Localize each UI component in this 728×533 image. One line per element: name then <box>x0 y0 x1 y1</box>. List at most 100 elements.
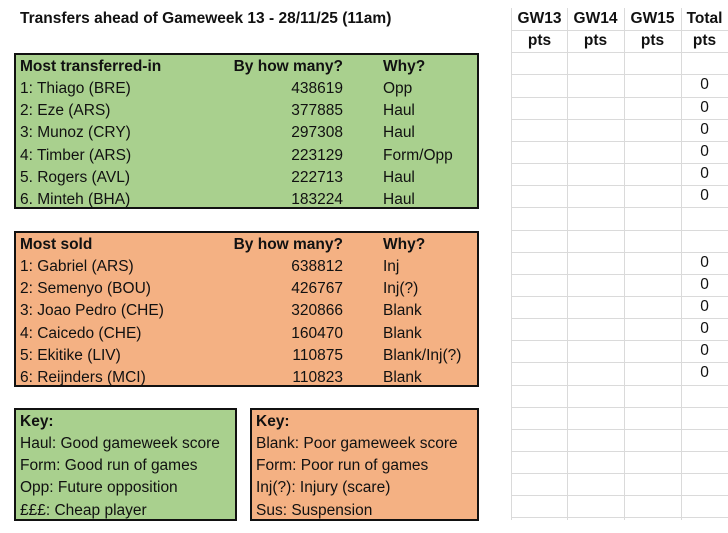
key-item: Opp: Future opposition <box>20 479 178 497</box>
table-row: 5. Rogers (AVL) 222713 Haul <box>16 167 477 189</box>
total-points-cell[interactable]: 0 <box>700 364 709 381</box>
gridline <box>511 274 728 275</box>
player-name: 6: Reijnders (MCI) <box>20 368 146 386</box>
gridline <box>511 52 728 53</box>
total-points-cell[interactable]: 0 <box>700 298 709 315</box>
transfer-count: 223129 <box>291 146 343 164</box>
transfer-count: 320866 <box>291 302 343 320</box>
total-points-cell[interactable]: 0 <box>700 76 709 93</box>
key-transferred-in: Key: Haul: Good gameweek score Form: Good… <box>14 408 237 521</box>
gridline <box>511 385 728 386</box>
reason: Blank <box>383 324 422 342</box>
key-item: £££: Cheap player <box>20 501 147 519</box>
total-points-cell[interactable]: 0 <box>700 121 709 138</box>
transfer-count: 110875 <box>292 346 343 364</box>
gridline <box>511 407 728 408</box>
column-header-gw13-bottom: pts <box>527 32 552 49</box>
most-sold-table: Most sold By how many? Why? 1: Gabriel (… <box>14 231 479 387</box>
gridline <box>511 340 728 341</box>
key-item: Inj(?): Injury (scare) <box>256 479 391 497</box>
total-points-cell[interactable]: 0 <box>700 254 709 271</box>
column-header-total-bottom: pts <box>692 32 717 49</box>
player-name: 1: Gabriel (ARS) <box>20 258 134 276</box>
sheet-title: Transfers ahead of Gameweek 13 - 28/11/2… <box>20 10 392 27</box>
gridline <box>511 8 512 520</box>
player-name: 6. Minteh (BHA) <box>20 190 131 208</box>
player-name: 5. Rogers (AVL) <box>20 168 130 186</box>
header-why: Why? <box>383 236 426 253</box>
table-header: Most sold By how many? Why? <box>16 234 477 256</box>
gridline <box>511 451 728 452</box>
player-name: 4: Timber (ARS) <box>20 146 132 164</box>
transfer-count: 110823 <box>292 368 343 386</box>
key-item: Sus: Suspension <box>256 501 373 519</box>
gridline <box>511 296 728 297</box>
key-sold: Key: Blank: Poor gameweek score Form: Poo… <box>250 408 479 521</box>
transfer-count: 297308 <box>291 124 343 142</box>
key-item: Haul: Good gameweek score <box>20 435 220 453</box>
table-row: 6. Minteh (BHA) 183224 Haul <box>16 189 477 211</box>
header-count: By how many? <box>233 236 343 253</box>
column-header-total-top: Total <box>686 10 723 27</box>
header-why: Why? <box>383 58 426 75</box>
total-points-cell[interactable]: 0 <box>700 143 709 160</box>
key-item: Form: Poor run of games <box>256 457 429 475</box>
table-row: 1: Gabriel (ARS) 638812 Inj <box>16 256 477 278</box>
table-row: 4: Timber (ARS) 223129 Form/Opp <box>16 145 477 167</box>
transfer-count: 377885 <box>291 102 343 120</box>
table-row: 6: Reijnders (MCI) 110823 Blank <box>16 367 477 389</box>
player-name: 3: Munoz (CRY) <box>20 124 131 142</box>
total-points-cell[interactable]: 0 <box>700 187 709 204</box>
transfer-count: 183224 <box>291 190 343 208</box>
player-name: 3: Joao Pedro (CHE) <box>20 302 164 320</box>
transfer-count: 438619 <box>291 80 343 98</box>
gridline <box>624 8 625 520</box>
reason: Blank <box>383 368 422 386</box>
total-points-cell[interactable]: 0 <box>700 276 709 293</box>
gridline <box>567 8 568 520</box>
table-row: 2: Eze (ARS) 377885 Haul <box>16 100 477 122</box>
reason: Haul <box>383 124 415 142</box>
table-row: 2: Semenyo (BOU) 426767 Inj(?) <box>16 278 477 300</box>
column-header-gw15-top: GW15 <box>630 10 675 27</box>
reason: Inj(?) <box>383 280 419 298</box>
transfer-count: 426767 <box>291 280 343 298</box>
gridline <box>511 362 728 363</box>
transferred-in-table: Most transferred-in By how many? Why? 1:… <box>14 53 479 209</box>
table-row: 5: Ekitike (LIV) 110875 Blank/Inj(?) <box>16 345 477 367</box>
gridline <box>511 252 728 253</box>
table-row: 3: Joao Pedro (CHE) 320866 Blank <box>16 300 477 322</box>
table-header: Most transferred-in By how many? Why? <box>16 56 477 78</box>
table-row: 4: Caicedo (CHE) 160470 Blank <box>16 323 477 345</box>
header-name: Most transferred-in <box>20 58 162 75</box>
gridline <box>511 517 728 518</box>
header-count: By how many? <box>233 58 343 75</box>
transfer-count: 160470 <box>291 324 343 342</box>
gridline <box>511 185 728 186</box>
key-item: Blank: Poor gameweek score <box>256 435 458 453</box>
total-points-cell[interactable]: 0 <box>700 342 709 359</box>
total-points-cell[interactable]: 0 <box>700 165 709 182</box>
total-points-cell[interactable]: 0 <box>700 99 709 116</box>
player-name: 2: Eze (ARS) <box>20 102 111 120</box>
column-header-gw15-bottom: pts <box>640 32 665 49</box>
player-name: 5: Ekitike (LIV) <box>20 346 121 364</box>
gridline <box>511 97 728 98</box>
gridline <box>511 163 728 164</box>
table-row: 1: Thiago (BRE) 438619 Opp <box>16 78 477 100</box>
column-header-gw14-top: GW14 <box>573 10 618 27</box>
reason: Opp <box>383 80 413 98</box>
gridline <box>511 207 728 208</box>
gridline <box>511 230 728 231</box>
total-points-cell[interactable]: 0 <box>700 320 709 337</box>
gridline <box>511 30 728 31</box>
gridline <box>511 318 728 319</box>
gridline <box>511 495 728 496</box>
reason: Blank <box>383 302 422 320</box>
reason: Inj <box>383 258 400 276</box>
column-header-gw14-bottom: pts <box>583 32 608 49</box>
reason: Form/Opp <box>383 146 453 164</box>
gridline <box>511 119 728 120</box>
reason: Haul <box>383 190 415 208</box>
